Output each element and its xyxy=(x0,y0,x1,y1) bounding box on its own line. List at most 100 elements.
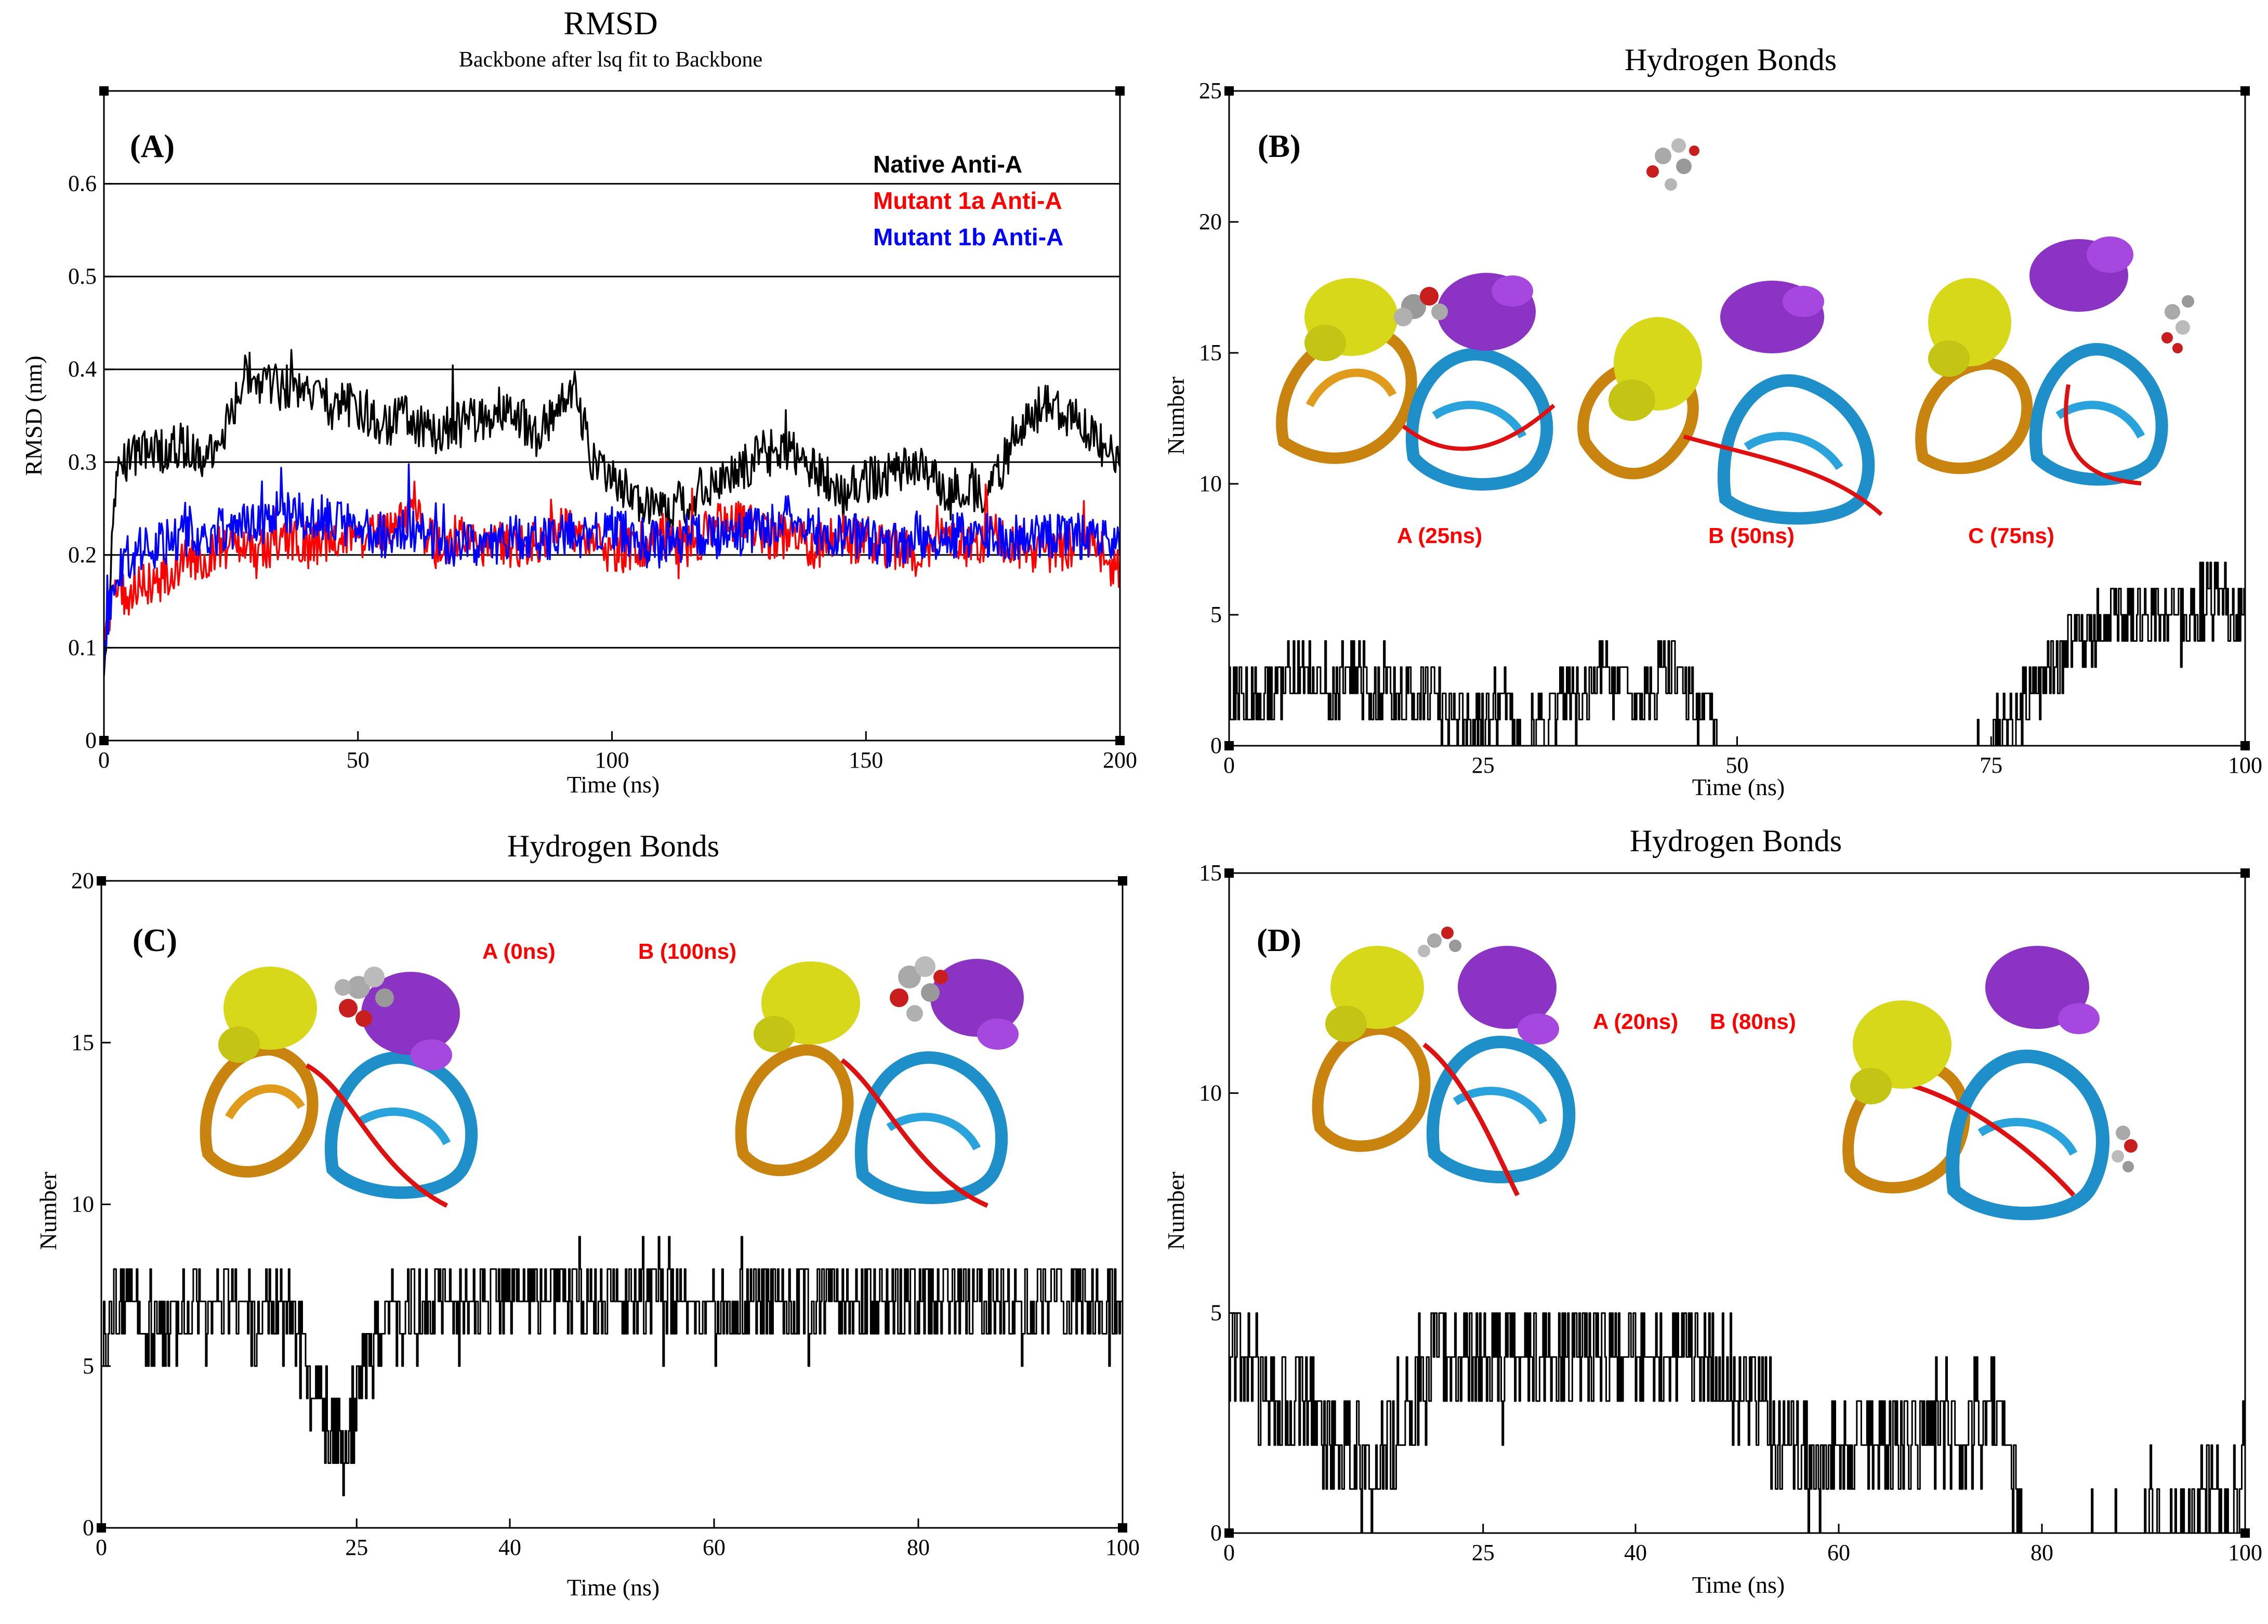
legend-native: Native Anti-A xyxy=(873,151,1022,178)
x-tick-label: 80 xyxy=(907,1535,930,1560)
panel-d-title: Hydrogen Bonds xyxy=(1630,824,1842,858)
series-line-mutant-1a-anti-a xyxy=(104,481,1120,649)
y-tick-label: 5 xyxy=(83,1353,94,1379)
panel-b-snapshot-c-label: C (75ns) xyxy=(1968,523,2054,548)
panel-c-snapshot-a-label: A (0ns) xyxy=(482,939,556,963)
panel-a-corner-markers xyxy=(99,86,1125,745)
panel-b-free-ligand-image xyxy=(1646,138,2194,353)
x-tick-label: 25 xyxy=(345,1535,368,1560)
panel-c: Hydrogen Bonds 0 5 10 15 20 0 25 40 60 80 100 Tim… xyxy=(35,829,1140,1601)
y-tick-label: 0.1 xyxy=(68,635,97,660)
y-tick-label: 15 xyxy=(1199,860,1222,886)
panel-c-title: Hydrogen Bonds xyxy=(507,829,719,863)
panel-a-y-label: RMSD (nm) xyxy=(20,355,47,476)
panel-c-x-ticks: 0 25 40 60 80 100 xyxy=(96,1519,1140,1560)
x-tick-label: 100 xyxy=(2228,752,2262,778)
series-line-hydrogen-bonds xyxy=(1229,561,2245,746)
x-tick-label: 60 xyxy=(703,1535,726,1560)
y-tick-label: 5 xyxy=(1210,1300,1222,1326)
y-tick-label: 15 xyxy=(71,1029,94,1055)
panel-a: RMSD Backbone after lsq fit to Backbone … xyxy=(20,5,1137,798)
x-tick-label: 200 xyxy=(1103,747,1137,773)
panel-a-x-ticks: 0 50 100 150 200 xyxy=(98,731,1137,773)
panel-c-series xyxy=(101,1236,1123,1497)
y-tick-label: 10 xyxy=(1199,1080,1222,1105)
panel-b-snapshot-b-label: B (50ns) xyxy=(1708,523,1795,548)
panel-a-title: RMSD xyxy=(563,5,657,42)
y-tick-label: 0 xyxy=(1210,1520,1222,1546)
panel-b-y-label: Number xyxy=(1163,377,1189,455)
series-line-native-anti-a xyxy=(104,349,1120,676)
panel-d: Hydrogen Bonds 0 5 10 15 0 25 40 60 80 100 Time … xyxy=(1163,824,2262,1598)
panel-d-snapshot-b-image xyxy=(1842,946,2138,1220)
series-line-hydrogen-bonds xyxy=(101,1236,1123,1497)
legend-mutant-1a: Mutant 1a Anti-A xyxy=(873,187,1062,214)
y-tick-label: 20 xyxy=(71,868,94,893)
x-tick-label: 50 xyxy=(1726,752,1749,778)
y-tick-label: 0.5 xyxy=(68,263,97,289)
y-tick-label: 15 xyxy=(1199,340,1222,365)
panel-d-y-label: Number xyxy=(1163,1172,1189,1250)
x-tick-label: 60 xyxy=(1827,1540,1850,1565)
y-tick-label: 0.2 xyxy=(68,542,97,567)
panel-a-x-label: Time (ns) xyxy=(567,771,660,798)
panel-a-series xyxy=(104,349,1120,676)
x-tick-label: 100 xyxy=(595,747,629,773)
panel-b-snapshot-a-label: A (25ns) xyxy=(1397,523,1482,548)
panel-b-label: (B) xyxy=(1258,129,1301,164)
panel-d-series xyxy=(1229,1312,2245,1533)
x-tick-label: 100 xyxy=(2228,1540,2262,1565)
panel-b-series xyxy=(1229,561,2245,746)
x-tick-label: 40 xyxy=(1624,1540,1647,1565)
panel-c-y-label: Number xyxy=(35,1172,61,1250)
panel-b-snapshot-c-image xyxy=(1915,236,2168,486)
x-tick-label: 25 xyxy=(1472,752,1495,778)
panel-d-snapshot-a-image xyxy=(1312,927,1576,1197)
series-line-hydrogen-bonds xyxy=(1229,1312,2245,1533)
x-tick-label: 80 xyxy=(2030,1540,2053,1565)
x-tick-label: 25 xyxy=(1472,1540,1495,1565)
panel-c-label: (C) xyxy=(133,923,177,958)
panel-b-title: Hydrogen Bonds xyxy=(1625,43,1837,77)
panel-b-x-ticks: 0 25 50 75 100 xyxy=(1223,736,2262,778)
panel-b-x-label: Time (ns) xyxy=(1692,774,1785,800)
panel-d-x-ticks: 0 25 40 60 80 100 xyxy=(1223,1524,2262,1565)
y-tick-label: 5 xyxy=(1210,602,1222,627)
y-tick-label: 20 xyxy=(1199,209,1222,234)
panel-b: Hydrogen Bonds 0 5 10 15 20 25 0 25 50 75 100 Tim… xyxy=(1163,43,2262,800)
y-tick-label: 0.6 xyxy=(68,171,97,196)
y-tick-label: 0.3 xyxy=(68,449,97,474)
x-tick-label: 150 xyxy=(849,747,883,773)
panel-c-snapshot-b-label: B (100ns) xyxy=(638,939,736,963)
panel-a-y-ticks: 0 0.1 0.2 0.3 0.4 0.5 0.6 xyxy=(68,171,113,753)
panel-d-snapshot-b-label: B (80ns) xyxy=(1710,1009,1796,1034)
y-tick-label: 0 xyxy=(83,1515,94,1540)
panel-d-x-label: Time (ns) xyxy=(1692,1572,1785,1598)
x-tick-label: 100 xyxy=(1105,1535,1140,1560)
x-tick-label: 75 xyxy=(1980,752,2002,778)
x-tick-label: 40 xyxy=(498,1535,521,1560)
panel-c-snapshot-b-image xyxy=(735,956,1024,1208)
panel-b-snapshot-a-image xyxy=(1276,273,1555,491)
panel-c-snapshot-a-image xyxy=(200,967,478,1208)
y-tick-label: 0 xyxy=(1210,733,1222,758)
legend-mutant-1b: Mutant 1b Anti-A xyxy=(873,223,1063,250)
panel-a-label: (A) xyxy=(130,129,175,164)
panel-d-frame xyxy=(1228,872,2246,1534)
panel-d-y-ticks: 0 5 10 15 xyxy=(1199,860,1238,1546)
y-tick-label: 0.4 xyxy=(68,357,97,382)
x-tick-label: 50 xyxy=(347,747,370,773)
y-tick-label: 0 xyxy=(85,728,97,753)
panel-b-snapshot-b-image xyxy=(1577,281,1883,525)
x-tick-label: 0 xyxy=(1223,1540,1235,1565)
y-tick-label: 10 xyxy=(71,1192,94,1217)
series-line-mutant-1b-anti-a xyxy=(104,463,1120,668)
panel-b-y-ticks: 0 5 10 15 20 25 xyxy=(1199,78,1238,758)
x-tick-label: 0 xyxy=(96,1535,107,1560)
panel-a-gridlines xyxy=(104,183,1120,649)
panel-c-x-label: Time (ns) xyxy=(567,1574,660,1601)
y-tick-label: 25 xyxy=(1199,78,1222,103)
x-tick-label: 0 xyxy=(98,747,110,773)
panel-a-subtitle: Backbone after lsq fit to Backbone xyxy=(459,48,762,72)
